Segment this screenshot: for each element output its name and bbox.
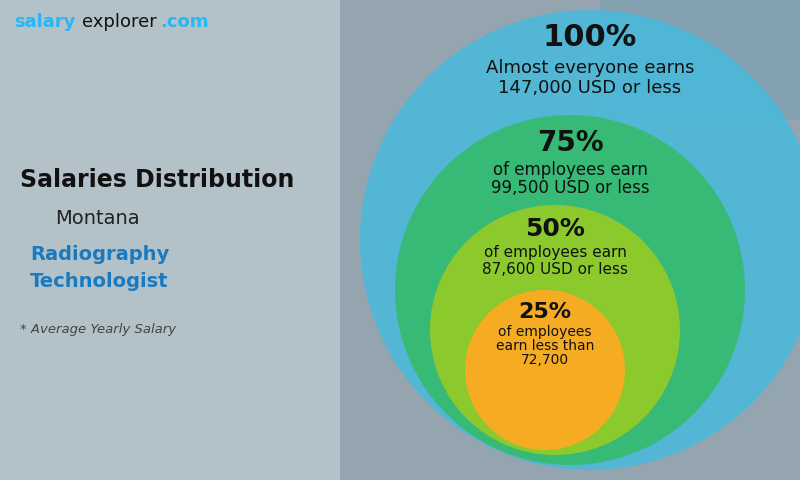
Text: 99,500 USD or less: 99,500 USD or less xyxy=(490,179,650,197)
Bar xyxy=(340,0,800,480)
Text: of employees earn: of employees earn xyxy=(483,245,626,261)
Circle shape xyxy=(395,115,745,465)
Circle shape xyxy=(430,205,680,455)
Text: 72,700: 72,700 xyxy=(521,353,569,367)
Text: of employees earn: of employees earn xyxy=(493,161,647,179)
Circle shape xyxy=(465,290,625,450)
Bar xyxy=(600,0,800,120)
Text: Montana: Montana xyxy=(55,208,140,228)
Text: earn less than: earn less than xyxy=(496,339,594,353)
Text: 147,000 USD or less: 147,000 USD or less xyxy=(498,79,682,97)
Text: Radiography
Technologist: Radiography Technologist xyxy=(30,245,170,291)
Text: of employees: of employees xyxy=(498,325,592,339)
Text: 87,600 USD or less: 87,600 USD or less xyxy=(482,262,628,276)
Text: salary: salary xyxy=(14,13,75,31)
Bar xyxy=(0,0,340,480)
Text: 100%: 100% xyxy=(543,24,637,52)
Circle shape xyxy=(360,10,800,470)
Text: 25%: 25% xyxy=(518,302,571,322)
Text: explorer: explorer xyxy=(82,13,157,31)
Text: Salaries Distribution: Salaries Distribution xyxy=(20,168,294,192)
Text: 50%: 50% xyxy=(525,217,585,241)
Text: .com: .com xyxy=(160,13,209,31)
Text: 75%: 75% xyxy=(537,129,603,157)
Text: Almost everyone earns: Almost everyone earns xyxy=(486,59,694,77)
Text: * Average Yearly Salary: * Average Yearly Salary xyxy=(20,324,176,336)
